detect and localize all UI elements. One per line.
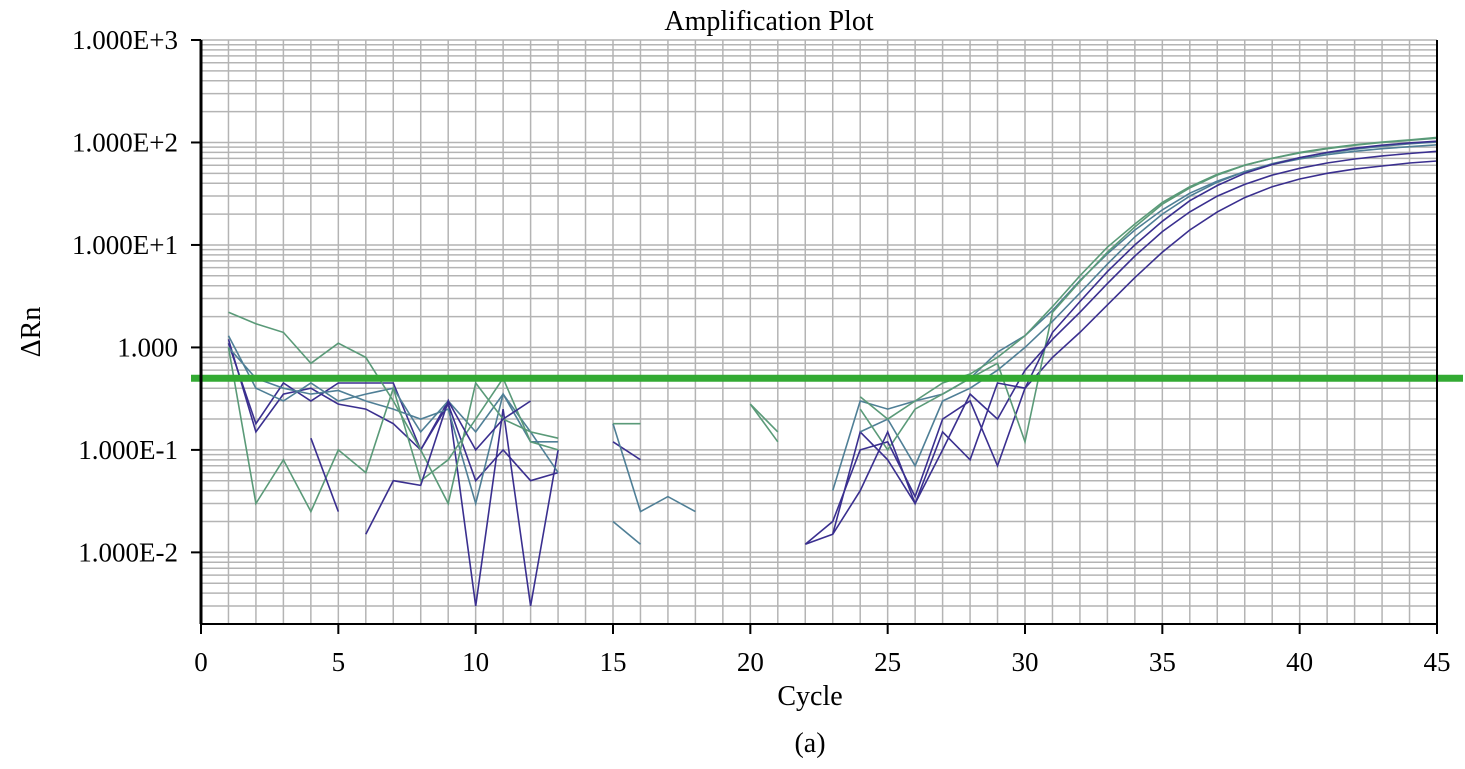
chart-title: Amplification Plot xyxy=(664,6,873,37)
x-axis-title: Cycle xyxy=(777,681,842,712)
x-tick-label: 15 xyxy=(600,647,627,677)
x-tick-label: 35 xyxy=(1149,647,1176,677)
amplification-series-line xyxy=(859,136,1438,452)
x-tick-label: 25 xyxy=(874,647,901,677)
amplification-series-line xyxy=(227,346,559,507)
series-layer xyxy=(227,136,1438,607)
amplification-series-line xyxy=(227,342,559,607)
amplification-series-line xyxy=(832,140,1438,535)
figure-caption: (a) xyxy=(794,728,825,759)
y-tick-label: 1.000 xyxy=(117,332,178,362)
x-tick-label: 30 xyxy=(1012,647,1039,677)
x-tick-label: 0 xyxy=(194,647,208,677)
amplification-series-line xyxy=(227,339,559,483)
y-axis-title: ΔRn xyxy=(16,307,47,358)
amplification-series-line xyxy=(749,403,779,443)
x-tick-label: 40 xyxy=(1286,647,1313,677)
x-tick-label: 5 xyxy=(332,647,346,677)
amplification-series-line xyxy=(831,144,1438,491)
amplification-series-line xyxy=(805,150,1438,546)
x-tick-label: 45 xyxy=(1424,647,1451,677)
y-tick-label: 1.000E+3 xyxy=(72,25,178,55)
grid-layer xyxy=(200,39,1438,625)
y-tick-label: 1.000E+2 xyxy=(72,127,178,157)
y-tick-label: 1.000E+1 xyxy=(72,230,178,260)
amplification-series-line xyxy=(310,437,340,512)
y-tick-label: 1.000E-1 xyxy=(78,435,178,465)
y-tick-label: 1.000E-2 xyxy=(78,537,178,567)
amplification-series-line xyxy=(612,520,642,545)
amplification-series-line xyxy=(612,423,696,513)
axis-layer: 0 5 10 15 20 25 30 35 40 45 1.000E+3 1.000E+2 1.000E… xyxy=(72,25,1450,677)
x-tick-label: 10 xyxy=(462,647,489,677)
amplification-series-line xyxy=(804,160,1438,545)
x-tick-label: 20 xyxy=(737,647,764,677)
amplification-series-line xyxy=(749,403,779,433)
amplification-series-line xyxy=(612,441,641,461)
amplification-series-line xyxy=(365,399,532,535)
